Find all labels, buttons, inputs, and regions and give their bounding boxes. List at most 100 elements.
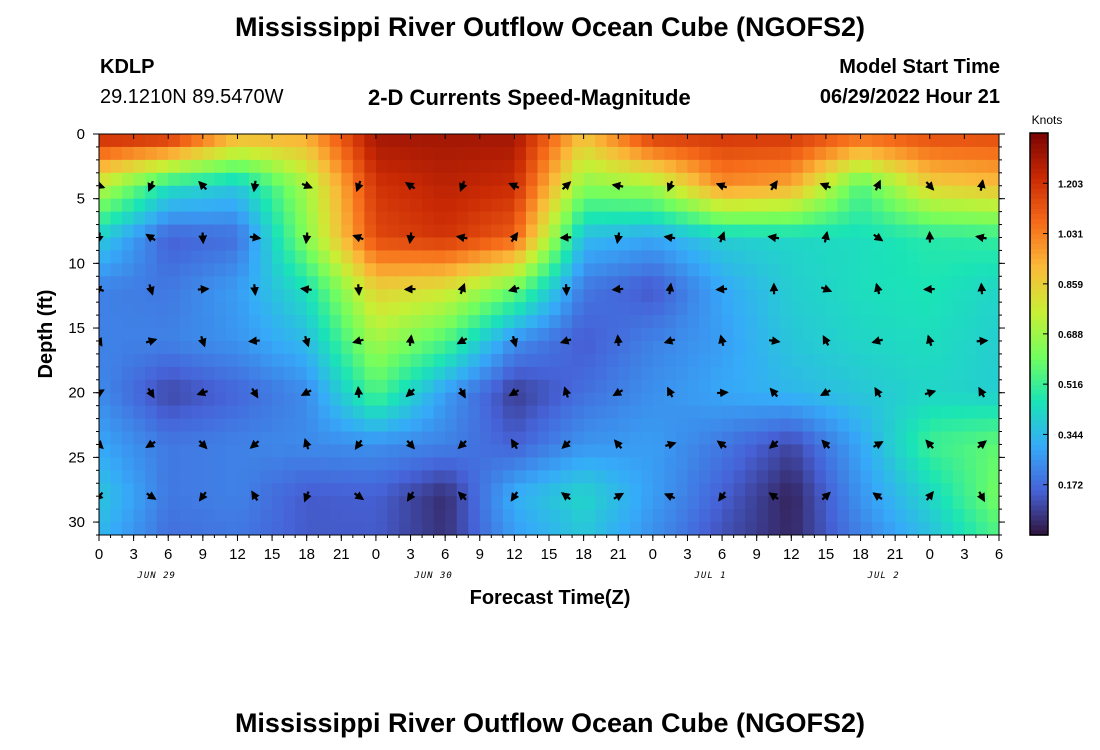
heatmap-cell [202, 250, 215, 264]
current-arrow [353, 491, 365, 501]
heatmap-cell [583, 134, 596, 148]
heatmap-cell [837, 146, 850, 161]
heatmap-cell [364, 224, 377, 239]
heatmap-cell [941, 146, 954, 161]
heatmap-cell [895, 379, 908, 394]
heatmap-cell [445, 418, 458, 433]
heatmap-cell [768, 302, 781, 316]
heatmap-cell [779, 483, 792, 497]
heatmap-cell [99, 302, 112, 316]
heatmap-cell [906, 237, 919, 252]
heatmap-cell [606, 340, 619, 355]
heatmap-cell [341, 431, 354, 446]
heatmap-cell [699, 522, 712, 535]
heatmap-cell [502, 263, 515, 277]
current-arrow [457, 282, 466, 295]
heatmap-cell [225, 315, 239, 329]
heatmap-cell [572, 366, 585, 381]
heatmap-cell [906, 522, 919, 535]
current-arrow [249, 232, 262, 242]
heatmap-cell [295, 392, 308, 407]
heatmap-cell [410, 146, 423, 161]
heatmap-cell [133, 289, 146, 303]
heatmap-cell [249, 237, 262, 252]
heatmap-cell [110, 392, 123, 407]
heatmap-cell [964, 431, 977, 446]
heatmap-cell [179, 379, 192, 394]
heatmap-cell [283, 276, 296, 290]
heatmap-cell [168, 483, 181, 497]
heatmap-cell [399, 340, 412, 355]
heatmap-cell [722, 159, 735, 174]
heatmap-cell [306, 276, 319, 290]
heatmap-cell [883, 302, 896, 316]
heatmap-cell [560, 302, 573, 316]
heatmap-cell [929, 418, 942, 433]
heatmap-cell [410, 159, 423, 174]
heatmap-cell [606, 198, 619, 213]
heatmap-cell [375, 328, 389, 342]
heatmap-cell [249, 366, 262, 381]
heatmap-cell [606, 276, 619, 290]
heatmap-cell [802, 418, 815, 433]
heatmap-cell [952, 522, 965, 535]
heatmap-cell [133, 418, 146, 433]
heatmap-cell [710, 366, 723, 381]
heatmap-cell [525, 172, 539, 187]
y-tick-label: 10 [68, 255, 85, 272]
heatmap-cell [399, 405, 412, 420]
heatmap-cell [722, 392, 735, 407]
heatmap-cell [791, 224, 804, 239]
heatmap-cell [941, 276, 954, 290]
heatmap-cell [283, 470, 296, 484]
heatmap-cell [468, 276, 481, 290]
heatmap-cell [145, 134, 158, 148]
heatmap-cell [802, 509, 815, 523]
heatmap-cell [549, 470, 562, 484]
heatmap-cell [595, 379, 608, 394]
heatmap-cell [168, 353, 181, 368]
heatmap-cell [491, 237, 504, 252]
heatmap-cell [641, 431, 654, 446]
heatmap-cell [272, 237, 285, 252]
heatmap-cell [99, 250, 112, 264]
heatmap-cell [525, 185, 539, 200]
heatmap-cell [283, 185, 296, 200]
heatmap-cell [260, 470, 273, 484]
heatmap-cell [329, 366, 342, 381]
heatmap-cell [295, 522, 308, 535]
heatmap-cell [606, 172, 619, 187]
heatmap-cell [583, 276, 596, 290]
heatmap-cell [133, 302, 146, 316]
heatmap-cell [964, 444, 977, 458]
current-arrow [874, 386, 883, 398]
heatmap-cell [133, 457, 146, 471]
heatmap-cell [941, 302, 954, 316]
heatmap-cell [375, 522, 389, 535]
heatmap-cell [906, 315, 919, 329]
heatmap-cell [987, 405, 999, 420]
heatmap-cell [479, 211, 492, 226]
heatmap-cell [710, 315, 723, 329]
heatmap-cell [341, 457, 354, 471]
heatmap-cell [491, 405, 504, 420]
heatmap-cell [456, 509, 469, 523]
heatmap-cell [260, 172, 273, 187]
heatmap-cell [99, 159, 112, 174]
heatmap-cell [433, 340, 446, 355]
heatmap-cell [537, 250, 550, 264]
heatmap-cell [606, 366, 619, 381]
heatmap-cell [422, 392, 435, 407]
heatmap-cell [514, 211, 527, 226]
heatmap-cell [814, 263, 827, 277]
heatmap-cell [491, 289, 504, 303]
heatmap-cell [641, 211, 654, 226]
heatmap-cell [699, 263, 712, 277]
heatmap-cell [952, 224, 965, 239]
heatmap-cell [860, 444, 873, 458]
heatmap-cell [468, 146, 481, 161]
current-arrow [663, 233, 676, 243]
heatmap-cell [814, 353, 827, 368]
current-arrow [611, 181, 624, 191]
heatmap-cell [583, 353, 596, 368]
